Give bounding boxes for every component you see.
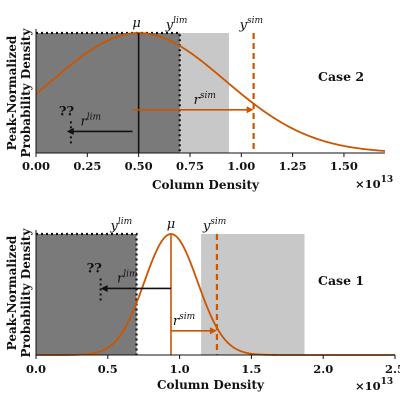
mu-label: μ	[167, 217, 175, 232]
x-tick-label: 1.25	[279, 159, 307, 173]
rsim-label: rsim	[173, 312, 195, 329]
case-label: Case 2	[318, 69, 364, 84]
x-axis-label: Column Density	[157, 378, 265, 392]
light-shaded-band	[201, 234, 305, 355]
x-tick-label: 2.0	[313, 362, 333, 376]
rsim-arrow-head	[209, 327, 217, 335]
x-tick-label: 0.00	[22, 159, 50, 173]
x-tick-label: 2.5	[385, 362, 400, 376]
ylim-label: ylim	[110, 217, 133, 234]
rlim-label: rlim	[117, 269, 138, 286]
chart-panel-case-1: 0.0 0.5 1.0 1.5 2.0 2.5 Column Density Peak-Nor…	[5, 217, 400, 393]
y-axis-label-line2: Probability Density	[19, 28, 33, 158]
gaussian-curve	[35, 32, 386, 152]
rlim-arrow-head	[100, 284, 108, 292]
unknown-marker-label: ??	[87, 261, 103, 276]
ylim-dotted-box	[36, 232, 138, 355]
rsim-label: rsim	[194, 91, 216, 108]
y-axis-label-line1: Peak-Normalized	[5, 235, 19, 350]
ylim-label: ylim	[165, 16, 188, 33]
x-tick-label: 0.0	[26, 362, 46, 376]
x-axis-label: Column Density	[152, 178, 260, 192]
x-tick-label: 0.25	[73, 159, 101, 173]
x-tick-label: 1.5	[241, 362, 261, 376]
y-axis-label-line1: Peak-Normalized	[5, 35, 19, 150]
ysim-label: ysim	[202, 217, 226, 234]
x-tick-label: 1.50	[330, 159, 358, 173]
x-axis-multiplier: ×1013	[355, 175, 393, 191]
unknown-marker-label: ??	[59, 104, 75, 119]
ysim-label: ysim	[239, 16, 263, 33]
dark-shaded-band	[36, 33, 180, 153]
x-tick-label: 1.0	[170, 362, 190, 376]
x-axis-multiplier: ×1013	[355, 377, 393, 393]
chart-panel-case-2: 0.00 0.25 0.50 0.75 1.00 1.25 1.50 Column Densi…	[5, 16, 393, 192]
rlim-label: rlim	[80, 112, 101, 129]
dark-shaded-band	[36, 234, 137, 355]
x-tick-label: 0.5	[98, 362, 118, 376]
rsim-arrow-head	[246, 106, 254, 114]
x-tick-label: 1.00	[227, 159, 255, 173]
x-tick-label: 0.75	[176, 159, 204, 173]
y-axis-label-line2: Probability Density	[19, 228, 33, 358]
mu-label: μ	[132, 16, 140, 31]
case-label: Case 1	[318, 273, 364, 288]
x-tick-label: 0.50	[125, 159, 153, 173]
